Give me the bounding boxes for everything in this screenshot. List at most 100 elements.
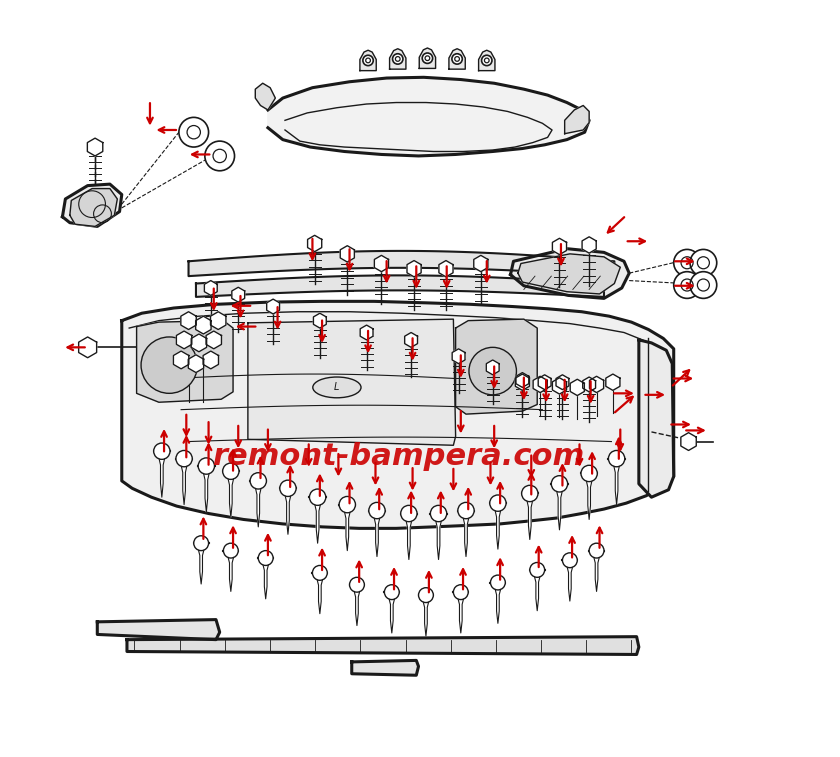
Polygon shape [533,570,542,611]
Polygon shape [79,337,97,358]
Circle shape [392,54,403,64]
Polygon shape [307,235,322,251]
Circle shape [179,117,208,147]
Polygon shape [248,319,455,445]
Polygon shape [516,372,529,388]
Circle shape [522,485,538,502]
Polygon shape [232,287,244,302]
Circle shape [385,584,399,600]
Polygon shape [533,376,547,393]
Polygon shape [196,316,211,334]
Circle shape [581,466,597,481]
Polygon shape [404,513,413,559]
Polygon shape [226,550,235,591]
Polygon shape [564,105,589,134]
Circle shape [674,249,701,276]
Polygon shape [206,331,222,349]
Polygon shape [353,584,361,625]
Circle shape [423,53,433,64]
Polygon shape [70,188,118,226]
Circle shape [469,347,517,395]
Polygon shape [313,313,326,328]
Polygon shape [204,281,218,295]
Polygon shape [203,351,218,369]
Circle shape [141,337,197,394]
Circle shape [369,503,385,519]
Circle shape [363,55,373,66]
Polygon shape [479,50,495,70]
Polygon shape [582,237,596,253]
Polygon shape [266,299,280,314]
Polygon shape [486,360,499,375]
Circle shape [430,506,447,522]
Polygon shape [313,497,322,544]
Polygon shape [188,251,614,276]
Polygon shape [553,378,566,394]
Circle shape [690,249,717,276]
Polygon shape [254,481,263,527]
Circle shape [490,495,506,511]
Polygon shape [681,433,696,450]
Polygon shape [97,619,220,640]
Circle shape [339,497,355,512]
Circle shape [176,450,192,467]
Circle shape [401,506,417,522]
Polygon shape [493,503,502,549]
Polygon shape [62,184,122,226]
Polygon shape [590,376,604,393]
Polygon shape [261,558,270,599]
Polygon shape [419,48,436,68]
Circle shape [250,472,266,489]
Polygon shape [343,505,352,550]
Polygon shape [511,248,629,298]
Polygon shape [639,340,674,497]
Circle shape [312,565,328,581]
Polygon shape [127,637,639,655]
Polygon shape [202,466,211,512]
Circle shape [194,536,208,550]
Polygon shape [372,510,381,556]
Polygon shape [283,488,292,534]
Polygon shape [461,510,470,556]
Polygon shape [518,254,620,294]
Circle shape [454,584,468,600]
Polygon shape [180,459,188,505]
Polygon shape [188,355,203,372]
Circle shape [690,272,717,298]
Polygon shape [360,325,373,340]
Polygon shape [592,550,601,591]
Circle shape [198,458,214,474]
Polygon shape [315,573,324,614]
Circle shape [309,489,326,506]
Polygon shape [181,312,197,329]
Polygon shape [555,484,564,530]
Circle shape [154,443,170,459]
Polygon shape [196,276,604,297]
Polygon shape [192,334,207,352]
Polygon shape [434,513,443,559]
Circle shape [481,55,492,66]
Text: L: L [334,382,339,392]
Polygon shape [122,301,674,528]
Polygon shape [211,312,226,329]
Polygon shape [173,351,189,369]
Polygon shape [360,50,376,70]
Polygon shape [176,331,192,349]
Circle shape [674,272,701,298]
Circle shape [608,450,625,467]
Circle shape [223,463,239,479]
Polygon shape [407,260,421,277]
Polygon shape [157,451,166,497]
Circle shape [491,575,506,590]
Circle shape [551,475,568,492]
Ellipse shape [312,377,361,397]
Polygon shape [553,238,566,254]
Polygon shape [422,595,430,636]
Polygon shape [565,560,575,601]
Polygon shape [612,459,621,505]
Polygon shape [452,349,465,363]
Circle shape [223,544,239,558]
Circle shape [589,544,604,558]
Polygon shape [197,544,206,584]
Polygon shape [538,375,551,390]
